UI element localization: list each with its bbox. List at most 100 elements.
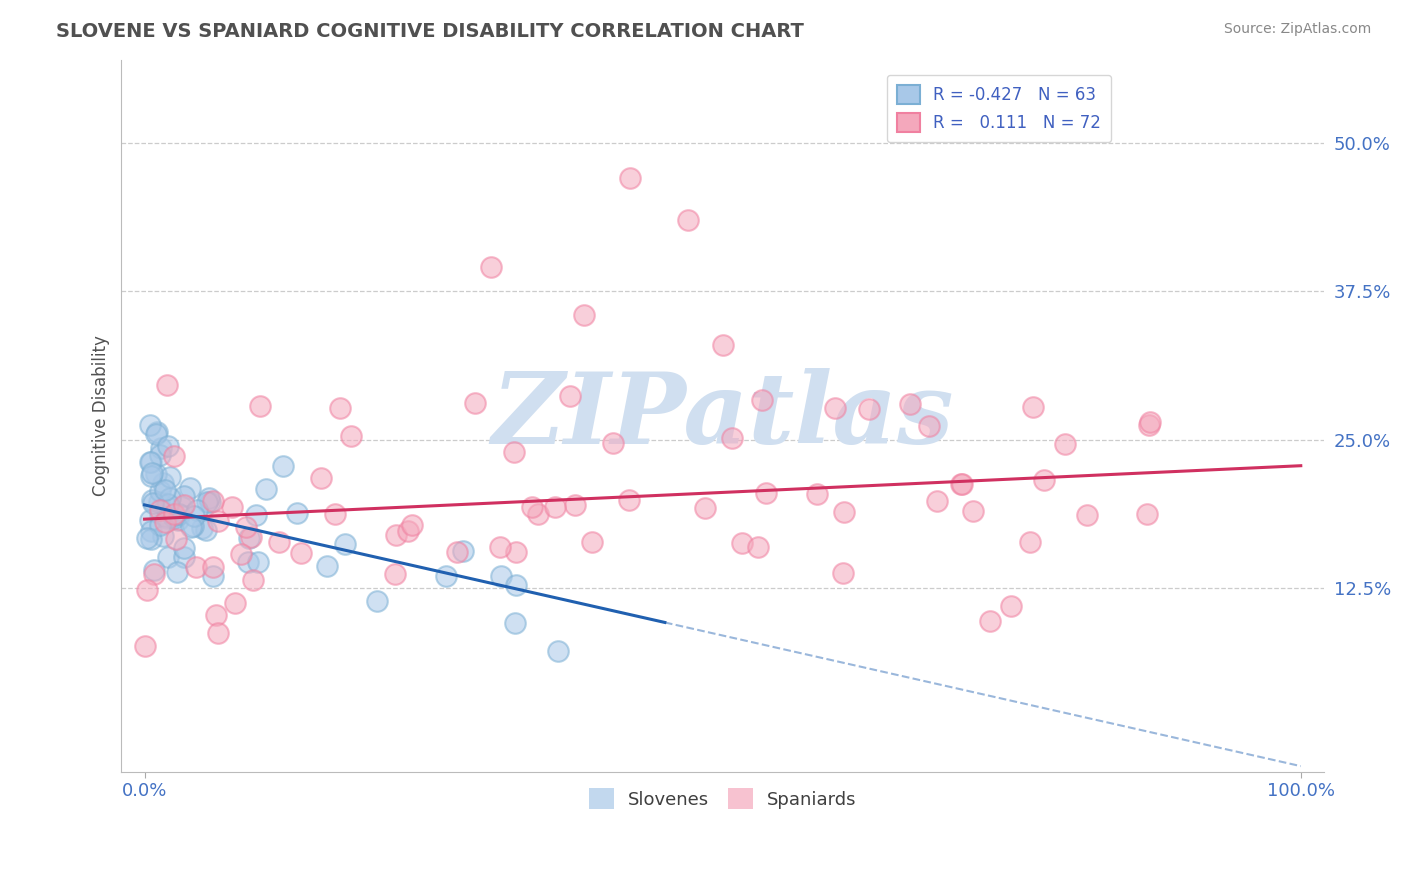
Point (155, 499, 177, 513)
Point (149, 517, 172, 532)
Point (950, 476, 973, 491)
Point (676, 213, 699, 227)
Point (162, 508, 184, 523)
Point (156, 550, 179, 565)
Point (159, 470, 181, 484)
Text: SLOVENE VS SPANIARD COGNITIVE DISABILITY CORRELATION CHART: SLOVENE VS SPANIARD COGNITIVE DISABILITY… (56, 22, 804, 41)
Point (917, 418, 939, 433)
Point (572, 308, 595, 322)
Point (163, 450, 186, 464)
Point (157, 497, 180, 511)
Point (145, 467, 167, 481)
Point (527, 507, 550, 521)
Point (693, 500, 716, 515)
Point (505, 545, 527, 559)
Point (824, 401, 846, 416)
Point (451, 543, 474, 558)
Point (547, 644, 569, 658)
Point (179, 520, 201, 534)
Point (141, 524, 163, 538)
Point (183, 519, 205, 533)
Point (173, 498, 195, 512)
Point (489, 569, 512, 583)
Point (156, 510, 179, 524)
Point (146, 425, 169, 440)
Point (136, 582, 159, 597)
Point (201, 568, 224, 582)
Point (149, 503, 172, 517)
Point (927, 494, 949, 508)
Point (311, 471, 333, 485)
Point (139, 455, 162, 469)
Point (156, 378, 179, 392)
Point (148, 484, 170, 499)
Point (142, 496, 165, 510)
Point (173, 541, 195, 555)
Point (247, 555, 270, 569)
Point (464, 395, 486, 409)
Point (1000, 599, 1022, 613)
Point (149, 448, 172, 462)
Point (148, 494, 170, 508)
Point (139, 418, 162, 433)
Point (245, 508, 267, 523)
Point (316, 559, 339, 574)
Point (249, 400, 271, 414)
Point (1033, 473, 1056, 487)
Point (446, 545, 468, 559)
Text: ZIPatlas: ZIPatlas (492, 368, 953, 464)
Point (832, 505, 855, 519)
Point (323, 507, 346, 521)
Point (238, 555, 260, 569)
Point (139, 468, 162, 483)
Point (183, 508, 205, 523)
Point (139, 455, 162, 469)
Point (401, 518, 423, 533)
Point (204, 608, 226, 623)
Point (221, 500, 243, 514)
Point (747, 540, 769, 554)
Point (202, 559, 225, 574)
Point (254, 482, 277, 496)
Legend: Slovenes, Spaniards: Slovenes, Spaniards (582, 781, 863, 816)
Point (1054, 437, 1077, 451)
Point (191, 521, 214, 535)
Point (1076, 508, 1098, 522)
Point (1139, 417, 1161, 432)
Point (153, 483, 176, 497)
Point (173, 489, 195, 503)
Point (159, 491, 181, 506)
Point (195, 524, 218, 538)
Point (581, 535, 603, 549)
Point (145, 426, 167, 441)
Point (162, 510, 184, 524)
Point (167, 507, 190, 521)
Point (602, 436, 624, 450)
Point (755, 485, 778, 500)
Text: Source: ZipAtlas.com: Source: ZipAtlas.com (1223, 22, 1371, 37)
Point (619, 171, 641, 186)
Point (1136, 507, 1159, 521)
Point (165, 532, 187, 546)
Point (195, 495, 218, 509)
Point (979, 614, 1001, 628)
Point (142, 566, 165, 581)
Point (503, 445, 526, 459)
Point (806, 487, 828, 501)
Point (950, 477, 973, 491)
Point (235, 519, 257, 533)
Point (134, 639, 156, 653)
Point (240, 530, 263, 544)
Point (434, 569, 457, 583)
Point (721, 431, 744, 445)
Point (730, 536, 752, 550)
Point (962, 504, 984, 518)
Point (1019, 535, 1042, 549)
Point (152, 476, 174, 491)
Point (520, 500, 543, 515)
Point (172, 500, 194, 514)
Point (186, 503, 208, 517)
Point (832, 566, 855, 580)
Point (156, 438, 179, 452)
Y-axis label: Cognitive Disability: Cognitive Disability (93, 335, 110, 496)
